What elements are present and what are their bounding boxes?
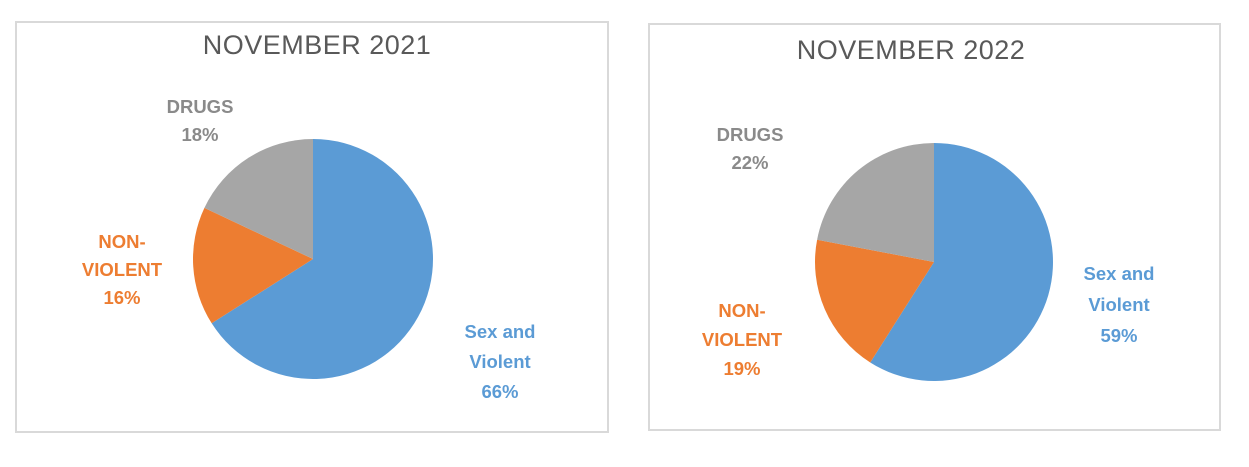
pie-slice-non-violent	[193, 207, 313, 324]
data-label-line: DRUGS	[716, 124, 784, 145]
pie-slice-drugs	[204, 139, 313, 259]
data-label-line: NON-	[718, 300, 766, 321]
pie-slice-drugs	[817, 143, 934, 262]
data-label-line: Violent	[1088, 294, 1150, 315]
data-label-line: VIOLENT	[81, 259, 163, 280]
data-label-non-violent-2021: NON- VIOLENT 16%	[82, 228, 162, 312]
data-label-sex-and-violent-2021: Sex and Violent 66%	[465, 317, 536, 407]
data-label-line: 18%	[181, 124, 219, 145]
pie-chart-panel-2021: NOVEMBER 2021 DRUGS 18% NON- VIOLENT 16%…	[15, 21, 609, 433]
data-label-sex-and-violent-2022: Sex and Violent 59%	[1084, 258, 1155, 351]
pie-2021	[193, 139, 433, 379]
pie-slice-sex-and-violent	[870, 143, 1053, 381]
data-label-drugs-2021: DRUGS 18%	[167, 93, 234, 149]
data-label-line: 59%	[1100, 325, 1138, 346]
data-label-line: Violent	[469, 351, 531, 372]
data-label-drugs-2022: DRUGS 22%	[717, 121, 784, 177]
pie-slice-sex-and-violent	[211, 139, 433, 379]
data-label-line: Sex and	[464, 321, 536, 342]
data-label-line: 19%	[723, 358, 761, 379]
chart-title-2021: NOVEMBER 2021	[202, 30, 432, 60]
data-label-line: VIOLENT	[701, 329, 783, 350]
data-label-non-violent-2022: NON- VIOLENT 19%	[702, 296, 782, 383]
data-label-line: 22%	[731, 152, 769, 173]
data-label-line: DRUGS	[166, 96, 234, 117]
data-label-line: NON-	[98, 231, 146, 252]
chart-title-2022: NOVEMBER 2022	[796, 35, 1026, 65]
pie-slice-non-violent	[815, 239, 934, 363]
pie-2022	[815, 143, 1053, 381]
data-label-line: 16%	[103, 287, 141, 308]
pie-chart-panel-2022: NOVEMBER 2022 DRUGS 22% NON- VIOLENT 19%…	[648, 23, 1221, 431]
data-label-line: Sex and	[1083, 263, 1155, 284]
data-label-line: 66%	[481, 381, 519, 402]
